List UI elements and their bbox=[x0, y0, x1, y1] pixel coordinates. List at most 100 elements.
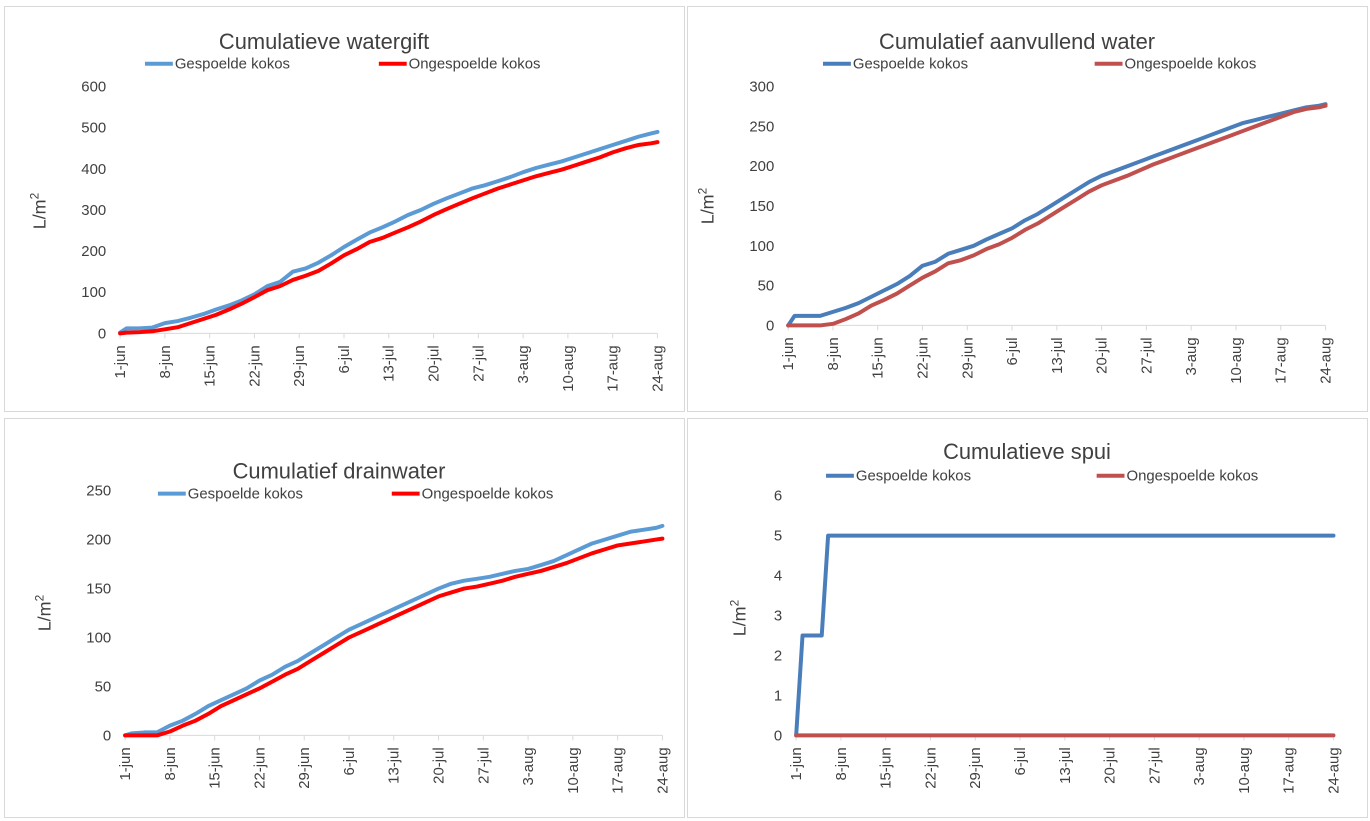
y-tick-label: 500 bbox=[81, 120, 106, 137]
x-tick-label: 1-jun bbox=[788, 747, 805, 780]
x-tick-label: 27-jul bbox=[1138, 337, 1155, 373]
y-tick-label: 3 bbox=[774, 607, 782, 624]
y-tick-label: 150 bbox=[749, 198, 774, 215]
chart-panel-spui: Cumulatieve spui Gespoelde kokos Ongespoel… bbox=[687, 418, 1368, 818]
y-tick-label: 200 bbox=[749, 158, 774, 175]
x-tick-label: 8-jun bbox=[157, 345, 174, 378]
x-tick-label: 6-jul bbox=[1012, 747, 1029, 775]
x-tick-label: 10-aug bbox=[1228, 337, 1245, 383]
x-tick-label: 10-aug bbox=[1236, 747, 1253, 793]
x-tick-label: 13-jul bbox=[381, 345, 398, 381]
x-tick-label: 20-jul bbox=[1102, 747, 1119, 783]
x-tick-label: 17-aug bbox=[610, 747, 627, 793]
x-tick-label: 1-jun bbox=[112, 345, 129, 378]
x-tick-label: 24-aug bbox=[1318, 337, 1335, 383]
x-tick-label: 1-jun bbox=[117, 747, 134, 780]
x-tick-label: 13-jul bbox=[386, 747, 403, 783]
y-tick-label: 5 bbox=[774, 528, 782, 545]
series-line-ongespoelde bbox=[786, 103, 1328, 328]
legend-label-gespoelde: Gespoelde kokos bbox=[188, 486, 303, 503]
x-tick-label: 8-jun bbox=[825, 337, 842, 370]
x-tick-label: 20-jul bbox=[426, 345, 443, 381]
y-tick-label: 100 bbox=[81, 284, 106, 301]
y-tick-label: 50 bbox=[758, 278, 775, 295]
x-tick-label: 3-aug bbox=[1183, 337, 1200, 375]
x-tick-label: 8-jun bbox=[162, 747, 179, 780]
chart-panel-watergift: Cumulatieve watergift Gespoelde kokos Onge… bbox=[4, 6, 685, 412]
x-tick-label: 15-jun bbox=[870, 337, 887, 378]
series-line-gespoelde bbox=[794, 533, 1336, 738]
x-tick-label: 15-jun bbox=[202, 345, 219, 386]
y-tick-label: 200 bbox=[81, 243, 106, 260]
y-tick-label: 0 bbox=[103, 727, 111, 744]
x-tick-label: 15-jun bbox=[207, 747, 224, 788]
x-tick-label: 3-aug bbox=[520, 747, 537, 785]
legend-label-ongespoelde: Ongespoelde kokos bbox=[409, 56, 541, 73]
series-line-gespoelde bbox=[118, 129, 660, 335]
x-tick-label: 27-jul bbox=[475, 747, 492, 783]
chart-title-drainwater: Cumulatief drainwater bbox=[233, 459, 446, 484]
y-tick-label: 100 bbox=[86, 629, 111, 646]
chart-title-spui: Cumulatieve spui bbox=[943, 439, 1111, 464]
x-tick-label: 29-jun bbox=[967, 747, 984, 788]
chart-panel-aanvullend-water: Cumulatief aanvullend water Gespoelde kok… bbox=[687, 6, 1368, 412]
x-tick-label: 8-jun bbox=[833, 747, 850, 780]
y-tick-label: 2 bbox=[774, 647, 782, 664]
x-tick-label: 22-jun bbox=[251, 747, 268, 788]
x-tick-label: 13-jul bbox=[1057, 747, 1074, 783]
x-tick-label: 13-jul bbox=[1049, 337, 1066, 373]
chart-svg-drainwater: Cumulatief drainwater Gespoelde kokos Onge… bbox=[33, 459, 672, 794]
x-tick-label: 29-jun bbox=[959, 337, 976, 378]
legend-label-ongespoelde: Ongespoelde kokos bbox=[422, 486, 554, 503]
x-tick-label: 6-jul bbox=[336, 345, 353, 373]
legend-label-gespoelde: Gespoelde kokos bbox=[853, 56, 968, 73]
chart-svg-spui: Cumulatieve spui Gespoelde kokos Ongespoel… bbox=[727, 439, 1342, 794]
y-tick-label: 0 bbox=[98, 325, 106, 342]
legend-label-gespoelde: Gespoelde kokos bbox=[175, 56, 290, 73]
x-tick-label: 27-jul bbox=[1146, 747, 1163, 783]
x-tick-label: 17-aug bbox=[605, 345, 622, 391]
x-tick-label: 10-aug bbox=[560, 345, 577, 391]
series-line-ongespoelde bbox=[118, 140, 660, 336]
x-tick-label: 20-jul bbox=[431, 747, 448, 783]
x-tick-label: 24-aug bbox=[1325, 747, 1342, 793]
y-tick-label: 6 bbox=[774, 488, 782, 505]
x-tick-label: 3-aug bbox=[1191, 747, 1208, 785]
y-tick-label: 0 bbox=[774, 727, 782, 744]
x-tick-label: 6-jul bbox=[341, 747, 358, 775]
y-tick-label: 400 bbox=[81, 161, 106, 178]
chart-panel-drainwater: Cumulatief drainwater Gespoelde kokos Onge… bbox=[4, 418, 685, 818]
x-tick-label: 22-jun bbox=[246, 345, 263, 386]
y-axis-label-watergift: L/m2 bbox=[28, 192, 50, 229]
x-tick-label: 6-jul bbox=[1004, 337, 1021, 365]
x-tick-label: 20-jul bbox=[1094, 337, 1111, 373]
x-tick-label: 10-aug bbox=[565, 747, 582, 793]
y-tick-label: 250 bbox=[749, 118, 774, 135]
legend-label-ongespoelde: Ongespoelde kokos bbox=[1127, 468, 1259, 485]
y-tick-label: 150 bbox=[86, 581, 111, 598]
y-tick-label: 300 bbox=[81, 202, 106, 219]
x-tick-label: 29-jun bbox=[296, 747, 313, 788]
series-line-ongespoelde bbox=[123, 536, 665, 738]
chart-title-aanvullend-water: Cumulatief aanvullend water bbox=[879, 29, 1155, 54]
series-line-gespoelde bbox=[123, 523, 665, 738]
y-axis-label-aanvullend-water: L/m2 bbox=[696, 187, 718, 224]
chart-svg-watergift: Cumulatieve watergift Gespoelde kokos Onge… bbox=[28, 29, 667, 392]
chart-title-watergift: Cumulatieve watergift bbox=[219, 29, 429, 54]
x-tick-label: 15-jun bbox=[878, 747, 895, 788]
x-tick-label: 29-jun bbox=[291, 345, 308, 386]
y-tick-label: 300 bbox=[749, 79, 774, 96]
x-tick-label: 24-aug bbox=[649, 345, 666, 391]
series-line-gespoelde bbox=[786, 102, 1328, 328]
y-tick-label: 1 bbox=[774, 687, 782, 704]
x-tick-label: 22-jun bbox=[922, 747, 939, 788]
y-tick-label: 4 bbox=[774, 568, 782, 585]
legend-label-ongespoelde: Ongespoelde kokos bbox=[1125, 56, 1257, 73]
y-tick-label: 50 bbox=[95, 678, 112, 695]
x-tick-label: 17-aug bbox=[1273, 337, 1290, 383]
legend-label-gespoelde: Gespoelde kokos bbox=[856, 468, 971, 485]
y-axis-label-drainwater: L/m2 bbox=[33, 594, 55, 631]
x-tick-label: 3-aug bbox=[515, 345, 532, 383]
y-tick-label: 0 bbox=[766, 317, 774, 334]
x-tick-label: 1-jun bbox=[780, 337, 797, 370]
